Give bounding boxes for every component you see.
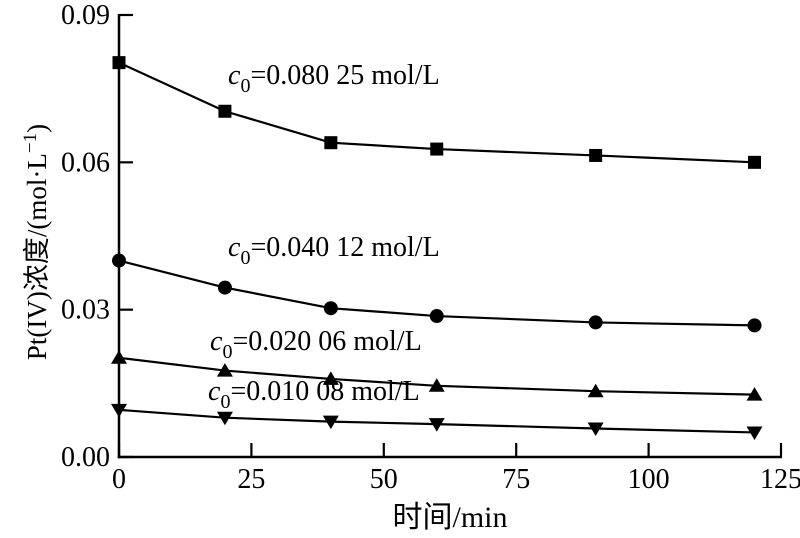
marker-circle bbox=[747, 318, 762, 333]
x-axis-title: 时间/min bbox=[392, 501, 507, 534]
marker-circle bbox=[588, 315, 603, 330]
x-tick-label: 75 bbox=[502, 464, 530, 495]
y-axis-title: Pt(IV)浓度/(mol·L−1) bbox=[20, 124, 52, 360]
marker-square bbox=[112, 56, 126, 70]
marker-triangle-up bbox=[111, 350, 127, 364]
y-tick-label: 0.09 bbox=[61, 0, 110, 31]
marker-triangle-down bbox=[587, 422, 604, 437]
marker-circle bbox=[112, 253, 126, 268]
marker-square bbox=[324, 136, 338, 150]
marker-triangle-up bbox=[322, 371, 339, 385]
marker-triangle-down bbox=[746, 426, 763, 440]
marker-triangle-up bbox=[746, 387, 763, 401]
y-tick-label: 0.00 bbox=[61, 442, 110, 473]
marker-square bbox=[430, 142, 444, 156]
series-line-2 bbox=[118, 356, 755, 396]
series-circle bbox=[112, 253, 762, 333]
x-tick-label: 50 bbox=[370, 464, 398, 495]
series-label-3: c0=0.010 08 mol/L bbox=[208, 376, 420, 413]
marker-square bbox=[748, 155, 762, 169]
marker-circle bbox=[323, 301, 338, 316]
marker-triangle-down bbox=[111, 403, 127, 418]
series-triangle-down bbox=[111, 403, 763, 440]
series-line-3 bbox=[118, 408, 755, 434]
series-line-1 bbox=[118, 259, 755, 327]
series-line-0 bbox=[118, 61, 755, 164]
y-tick-label: 0.03 bbox=[61, 295, 110, 326]
series-label-0: c0=0.080 25 mol/L bbox=[228, 60, 440, 97]
marker-triangle-up bbox=[216, 363, 233, 377]
marker-circle bbox=[429, 309, 444, 324]
marker-triangle-down bbox=[428, 418, 445, 432]
x-tick-label: 100 bbox=[628, 464, 670, 495]
x-tick-label: 25 bbox=[237, 464, 265, 495]
marker-triangle-up bbox=[428, 378, 445, 392]
marker-square bbox=[589, 148, 603, 162]
series-label-2: c0=0.020 06 mol/L bbox=[210, 326, 422, 363]
marker-triangle-down bbox=[322, 415, 339, 430]
series-triangle-up bbox=[111, 350, 763, 401]
x-tick-label: 125 bbox=[760, 464, 800, 495]
series-label-1: c0=0.040 12 mol/L bbox=[228, 232, 440, 269]
y-tick-label: 0.06 bbox=[61, 147, 110, 178]
marker-square bbox=[218, 104, 232, 118]
marker-triangle-up bbox=[587, 383, 604, 398]
series-square bbox=[112, 56, 762, 169]
marker-triangle-down bbox=[216, 411, 233, 426]
marker-circle bbox=[217, 280, 232, 295]
x-tick-label: 0 bbox=[112, 464, 126, 495]
